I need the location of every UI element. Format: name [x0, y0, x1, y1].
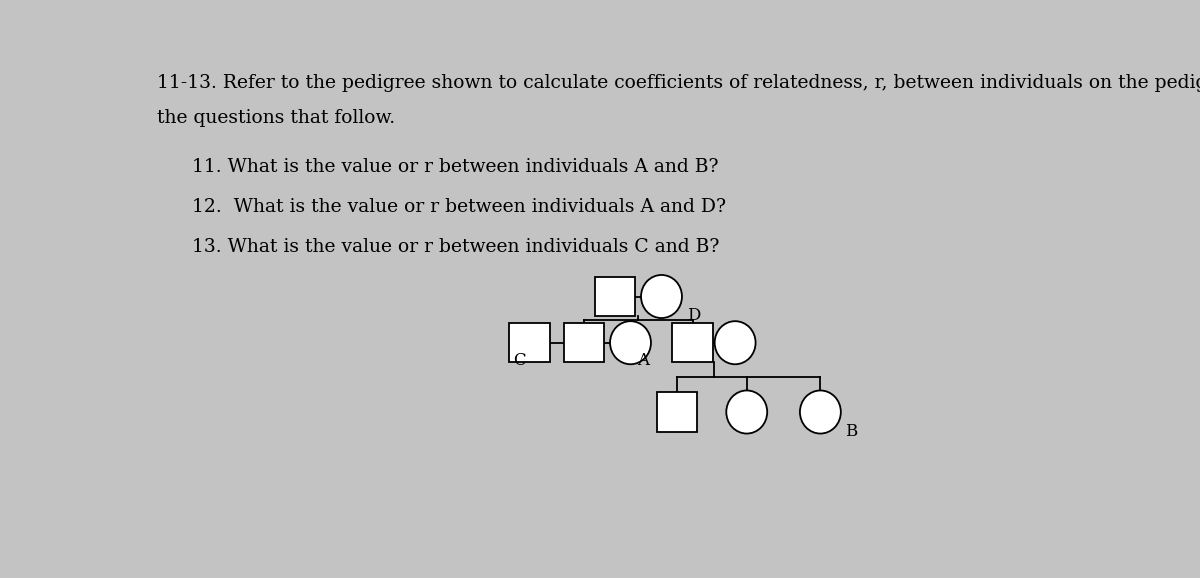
Ellipse shape [726, 391, 767, 434]
Bar [672, 323, 713, 362]
Text: A: A [637, 352, 649, 369]
Text: B: B [846, 424, 858, 440]
Ellipse shape [610, 321, 650, 364]
Text: 13. What is the value or r between individuals C and B?: 13. What is the value or r between indiv… [192, 239, 719, 257]
Bar [594, 277, 636, 316]
Bar [509, 323, 551, 362]
Ellipse shape [800, 391, 841, 434]
Text: 12.  What is the value or r between individuals A and D?: 12. What is the value or r between indiv… [192, 198, 726, 216]
Text: D: D [686, 307, 700, 324]
Ellipse shape [715, 321, 756, 364]
Bar [656, 392, 697, 432]
Text: 11. What is the value or r between individuals A and B?: 11. What is the value or r between indiv… [192, 158, 719, 176]
Text: 11-13. Refer to the pedigree shown to calculate coefficients of relatedness, r, : 11-13. Refer to the pedigree shown to ca… [157, 74, 1200, 92]
Text: C: C [514, 352, 526, 369]
Text: the questions that follow.: the questions that follow. [157, 109, 396, 127]
Ellipse shape [641, 275, 682, 318]
Bar [564, 323, 605, 362]
